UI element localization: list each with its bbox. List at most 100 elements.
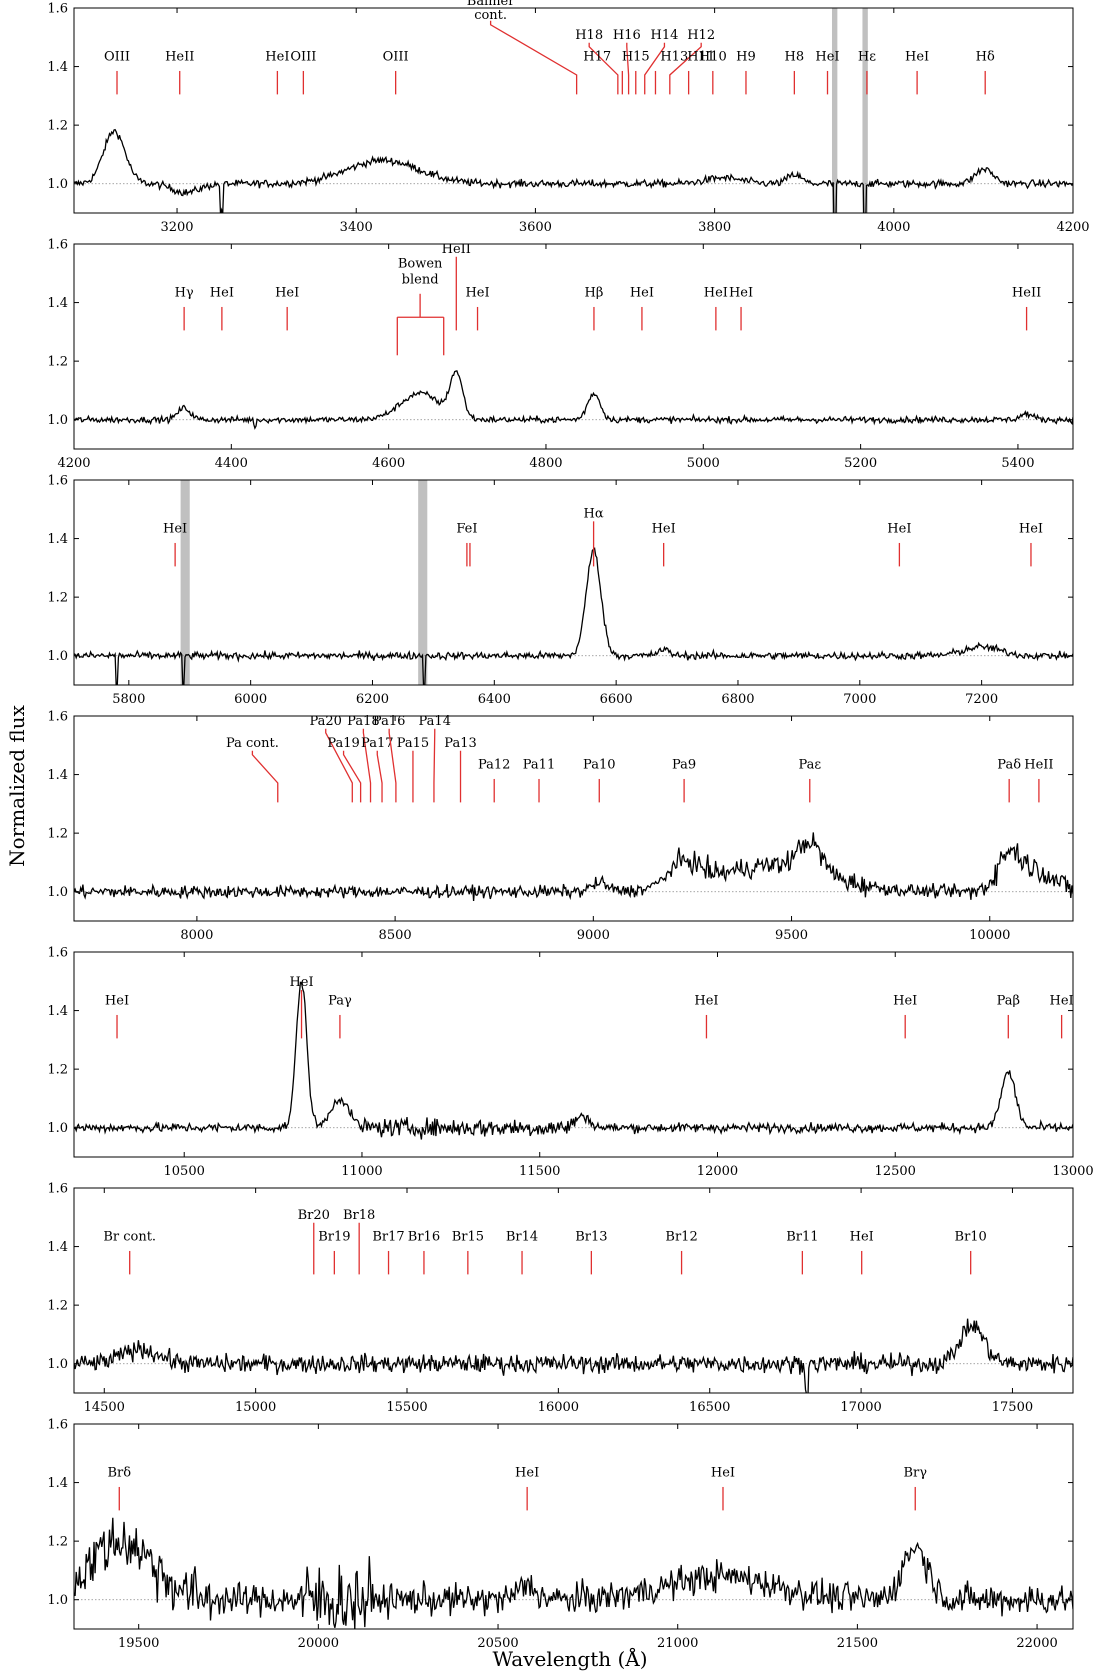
spectrum-line	[74, 1517, 1073, 1629]
panel-frame	[73, 7, 1074, 214]
x-tick-label: 12500	[875, 1164, 916, 1179]
line-marker-1: HeI	[105, 994, 129, 1039]
x-tick-label: 4200	[1056, 220, 1089, 235]
y-tick-label: 1.6	[47, 710, 68, 725]
line-marker-3: HeI	[265, 50, 289, 95]
x-tick-label: 16500	[689, 1400, 730, 1415]
svg-text:H9: H9	[736, 50, 756, 65]
x-tick-label: 6800	[721, 692, 754, 707]
x-tick-label: 5000	[687, 456, 720, 471]
svg-text:Paβ: Paβ	[997, 994, 1020, 1009]
line-marker-4: Brγ	[903, 1466, 927, 1511]
svg-text:OIII: OIII	[383, 50, 409, 65]
svg-text:Br18: Br18	[343, 1208, 375, 1223]
svg-text:OIII: OIII	[290, 50, 316, 65]
svg-text:Pa9: Pa9	[672, 758, 696, 773]
panel-6: Br cont. Br20 Br19 Br18 Br17 Br16 Br15 Br14 Br13…	[47, 1182, 1074, 1415]
line-marker-12: Pa10	[583, 758, 616, 803]
x-tick-label: 17500	[992, 1400, 1033, 1415]
svg-text:Pa13: Pa13	[444, 736, 476, 751]
line-marker-10: Br12	[665, 1230, 698, 1275]
svg-text:HeI: HeI	[905, 50, 929, 65]
svg-text:H8: H8	[785, 50, 805, 65]
y-tick-label: 1.0	[47, 649, 68, 664]
telluric-band-2	[418, 480, 428, 685]
line-marker-7: Br15	[452, 1230, 484, 1275]
line-marker-19: Hε	[858, 50, 876, 95]
line-marker-8: HeI	[630, 286, 654, 331]
panel-4: Pa cont. Pa20 Pa19 Pa18 Pa17 Pa16 Pa15 Pa14 Pa13…	[47, 710, 1074, 943]
svg-text:Hε: Hε	[858, 50, 876, 65]
svg-text:HeI: HeI	[289, 975, 313, 990]
x-tick-label: 15500	[386, 1400, 427, 1415]
svg-text:Pa12: Pa12	[478, 758, 510, 773]
svg-text:HeI: HeI	[465, 286, 489, 301]
svg-text:H13: H13	[660, 50, 688, 65]
svg-text:Br14: Br14	[506, 1230, 538, 1245]
svg-text:HeI: HeI	[729, 286, 753, 301]
line-marker-5: Pa17	[361, 736, 394, 803]
line-marker-7: Hβ	[585, 286, 603, 331]
line-marker-9: HeI	[704, 286, 728, 331]
line-marker-10: HeI	[729, 286, 753, 331]
line-marker-16: H9	[736, 50, 756, 95]
svg-text:Balmer: Balmer	[467, 0, 515, 9]
y-tick-label: 1.4	[47, 60, 68, 75]
line-marker-20: HeI	[905, 50, 929, 95]
x-tick-label: 9000	[577, 928, 610, 943]
line-marker-5: HeI	[893, 994, 917, 1039]
line-marker-1: Br cont.	[103, 1230, 156, 1275]
y-tick-label: 1.0	[47, 1357, 68, 1372]
line-marker-12: HeI	[850, 1230, 874, 1275]
x-tick-label: 3200	[160, 220, 193, 235]
y-tick-label: 1.0	[47, 177, 68, 192]
svg-text:HeI: HeI	[711, 1466, 735, 1481]
svg-text:HeI: HeI	[163, 522, 187, 537]
line-marker-15: H10	[699, 50, 727, 95]
line-marker-9: Br13	[575, 1230, 608, 1275]
svg-text:Br20: Br20	[298, 1208, 330, 1223]
line-marker-3: Pa19	[327, 736, 362, 803]
x-tick-label: 10000	[969, 928, 1010, 943]
svg-text:cont.: cont.	[474, 8, 507, 23]
svg-text:H14: H14	[650, 28, 678, 43]
line-marker-7: Pa15	[397, 736, 429, 803]
svg-text:Pa19: Pa19	[327, 736, 359, 751]
x-tick-label: 4600	[372, 456, 405, 471]
line-marker-4: Bowen blend	[396, 256, 445, 356]
x-tick-label: 4200	[57, 456, 90, 471]
x-tick-label: 13000	[1052, 1164, 1093, 1179]
x-tick-label: 22000	[1016, 1636, 1057, 1651]
line-marker-8: Br14	[506, 1230, 538, 1275]
svg-text:H15: H15	[622, 50, 650, 65]
x-tick-label: 5800	[112, 692, 145, 707]
x-tick-label: 3600	[519, 220, 552, 235]
svg-text:H16: H16	[613, 28, 641, 43]
y-tick-label: 1.2	[47, 1535, 68, 1550]
x-axis-label: Wavelength (Å)	[492, 1646, 647, 1671]
svg-text:Paδ: Paδ	[997, 758, 1021, 773]
y-tick-label: 1.4	[47, 1240, 68, 1255]
spectrum-line	[74, 981, 1073, 1140]
line-marker-11: Br11	[786, 1230, 819, 1275]
svg-text:Br12: Br12	[665, 1230, 697, 1245]
line-marker-2: HeII	[165, 50, 194, 95]
svg-text:H12: H12	[687, 28, 715, 43]
x-tick-label: 4800	[529, 456, 562, 471]
y-tick-label: 1.0	[47, 1121, 68, 1136]
svg-text:HeI: HeI	[887, 522, 911, 537]
x-tick-label: 20000	[298, 1636, 339, 1651]
svg-text:H18: H18	[575, 28, 603, 43]
x-tick-label: 12000	[697, 1164, 738, 1179]
svg-text:Pa14: Pa14	[419, 714, 451, 729]
telluric-band-2	[862, 8, 868, 213]
line-marker-12: H13	[654, 50, 688, 95]
line-marker-1: Hγ	[175, 286, 194, 331]
x-tick-label: 16000	[538, 1400, 579, 1415]
x-tick-label: 5200	[844, 456, 877, 471]
line-marker-11: Pa11	[523, 758, 555, 803]
line-marker-2: FeI	[456, 522, 477, 567]
svg-text:HeII: HeII	[165, 50, 194, 65]
svg-text:Br16: Br16	[408, 1230, 440, 1245]
line-marker-5: HeII	[442, 242, 471, 331]
